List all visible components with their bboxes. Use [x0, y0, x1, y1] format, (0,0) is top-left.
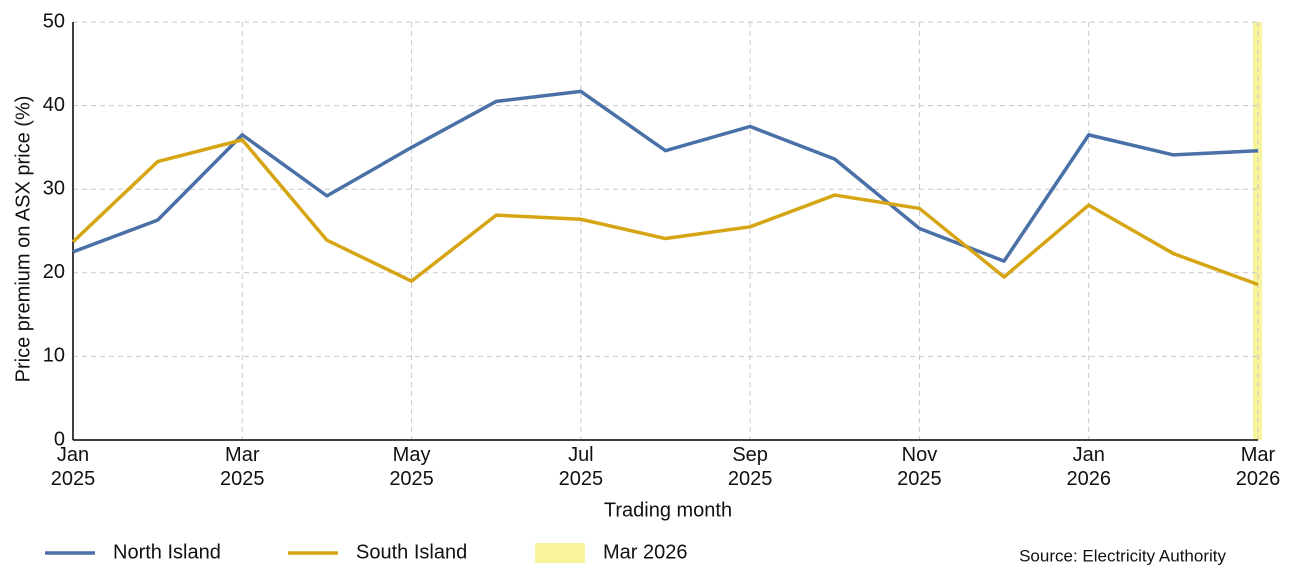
- x-tick-label: Mar 2025: [220, 444, 265, 490]
- y-axis-label: Price premium on ASX price (%): [12, 96, 34, 383]
- x-axis-label: Trading month: [604, 499, 732, 521]
- x-tick-label: May 2025: [389, 444, 434, 490]
- y-tick-label: 20: [43, 261, 65, 283]
- source-note: Source: Electricity Authority: [1019, 546, 1226, 565]
- series-line: [72, 89, 1259, 263]
- legend-swatch: [535, 543, 585, 563]
- x-tick-label: Jan 2025: [51, 444, 96, 490]
- x-tick-label: Nov 2025: [897, 444, 942, 490]
- y-tick-label: 30: [43, 177, 65, 199]
- y-tick-label: 10: [43, 345, 65, 367]
- legend-label: Mar 2026: [603, 541, 688, 563]
- legend-label: South Island: [356, 541, 467, 563]
- x-tick-label: Mar 2026: [1236, 444, 1281, 490]
- y-tick-label: 40: [43, 94, 65, 116]
- x-tick-label: Sep 2025: [728, 444, 773, 490]
- x-tick-label: Jul 2025: [559, 444, 604, 490]
- y-tick-label: 50: [43, 10, 65, 32]
- series-line: [71, 138, 1259, 287]
- x-tick-label: Jan 2026: [1066, 444, 1111, 490]
- y-tick-label: 0: [54, 428, 65, 450]
- legend-label: North Island: [113, 541, 221, 563]
